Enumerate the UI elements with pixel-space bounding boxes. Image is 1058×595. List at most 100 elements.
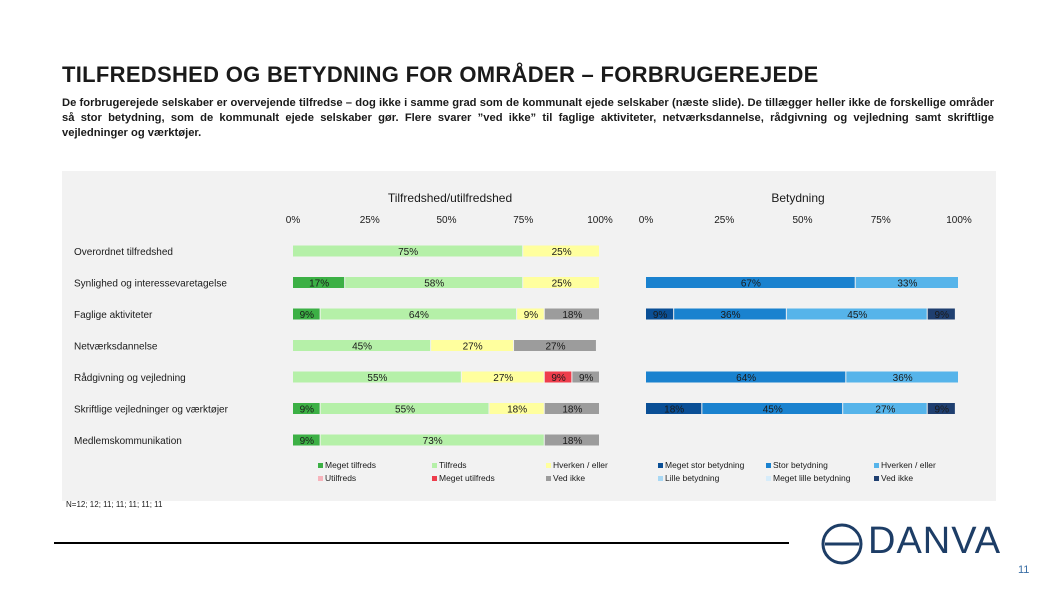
category-label: Netværksdannelse (74, 342, 158, 353)
data-label: 9% (653, 310, 668, 321)
bar-segment (646, 308, 674, 320)
footer-divider (54, 542, 789, 544)
chart-title: Betydning (771, 191, 824, 205)
bar-segment (544, 434, 599, 446)
danva-logo-text: DANVA (868, 520, 1002, 562)
axis-tick-label: 100% (587, 215, 613, 226)
axis-tick-label: 100% (946, 215, 972, 226)
data-label: 36% (721, 310, 741, 321)
data-label: 27% (545, 342, 565, 353)
chart-title: Tilfredshed/utilfredshed (388, 191, 512, 205)
legend-label: Lille betydning (665, 473, 720, 483)
legend-swatch (546, 463, 551, 468)
bar-segment (293, 371, 461, 383)
data-label: 18% (664, 405, 684, 416)
bar-segment (517, 308, 544, 320)
axis-tick-label: 50% (436, 215, 456, 226)
data-label: 45% (763, 405, 783, 416)
bar-segment (523, 277, 599, 288)
legend-label: Hverken / eller (553, 460, 608, 470)
axis-tick-label: 0% (639, 215, 654, 226)
page-number: 11 (1018, 564, 1030, 576)
data-label: 9% (551, 373, 566, 384)
bar-segment (489, 403, 544, 414)
bar-segment (572, 371, 599, 383)
bar-segment (646, 403, 702, 414)
bar-segment (293, 277, 345, 288)
danva-logo-icon (821, 523, 863, 565)
intro-text: De forbrugerejede selskaber er overvejen… (62, 97, 994, 139)
bar-segment (293, 308, 320, 320)
page-title: TILFREDSHED OG BETYDNING FOR OMRÅDER – F… (62, 62, 819, 87)
data-label: 27% (463, 342, 483, 353)
category-label: Synlighed og interessevaretagelse (74, 279, 227, 290)
legend-label: Ved ikke (553, 473, 585, 483)
legend-swatch (318, 463, 323, 468)
data-label: 55% (367, 373, 387, 384)
bar-segment (646, 371, 846, 383)
data-label: 9% (935, 405, 950, 416)
axis-tick-label: 75% (513, 215, 533, 226)
data-label: 45% (847, 310, 867, 321)
legend-swatch (766, 476, 771, 481)
legend-label: Meget stor betydning (665, 460, 745, 470)
axis-tick-label: 25% (360, 215, 380, 226)
legend-swatch (874, 463, 879, 468)
bar-segment (431, 340, 514, 351)
legend-swatch (318, 476, 323, 481)
data-label: 9% (579, 373, 594, 384)
category-label: Overordnet tilfredshed (74, 247, 173, 258)
axis-tick-label: 75% (871, 215, 891, 226)
data-label: 73% (423, 436, 443, 447)
data-label: 25% (552, 279, 572, 290)
bar-segment (293, 340, 431, 351)
legend-label: Stor betydning (773, 460, 828, 470)
bar-segment (846, 371, 958, 383)
bar-segment (514, 340, 596, 351)
data-label: 64% (736, 373, 756, 384)
legend-label: Tilfreds (439, 460, 467, 470)
data-label: 36% (893, 373, 913, 384)
legend-label: Ved ikke (881, 473, 913, 483)
chart-canvas: Overordnet tilfredshed Synlighed og inter… (74, 191, 972, 483)
axis-tick-label: 0% (286, 215, 301, 226)
bar-segment (544, 308, 599, 320)
legend-swatch (766, 463, 771, 468)
data-label: 33% (897, 279, 917, 290)
data-label: 9% (300, 436, 315, 447)
data-label: 18% (562, 405, 582, 416)
bar-segment (293, 434, 320, 446)
legend-swatch (432, 463, 437, 468)
chart-panel: Overordnet tilfredshed Synlighed og inter… (62, 171, 996, 501)
data-label: 18% (562, 436, 582, 447)
bar-segment (843, 403, 927, 414)
data-label: 27% (875, 405, 895, 416)
sample-size-note: N=12; 12; 11; 11; 11; 11; 11 (66, 500, 163, 509)
bar-segment (544, 403, 599, 414)
data-label: 64% (409, 310, 429, 321)
bar-segment (320, 403, 489, 414)
bar-segment (293, 403, 320, 414)
data-label: 75% (398, 247, 418, 258)
category-label: Rådgivning og vejledning (74, 372, 186, 384)
data-label: 9% (524, 310, 539, 321)
data-label: 67% (741, 279, 761, 290)
data-label: 9% (935, 310, 950, 321)
bar-segment (674, 308, 786, 320)
data-label: 25% (552, 247, 572, 258)
bar-segment (320, 434, 544, 446)
data-label: 45% (352, 342, 372, 353)
category-label: Faglige aktiviteter (74, 310, 153, 321)
data-label: 27% (493, 373, 513, 384)
category-label: Medlemskommunikation (74, 436, 182, 447)
bar-segment (927, 308, 955, 320)
legend-swatch (874, 476, 879, 481)
data-label: 9% (300, 405, 315, 416)
legend-swatch (658, 463, 663, 468)
legend-label: Meget utilfreds (439, 473, 495, 483)
data-label: 58% (424, 279, 444, 290)
legend-swatch (546, 476, 551, 481)
bar-segment (293, 245, 523, 257)
bar-segment (345, 277, 523, 288)
category-label: Skriftlige vejledninger og værktøjer (74, 405, 229, 416)
